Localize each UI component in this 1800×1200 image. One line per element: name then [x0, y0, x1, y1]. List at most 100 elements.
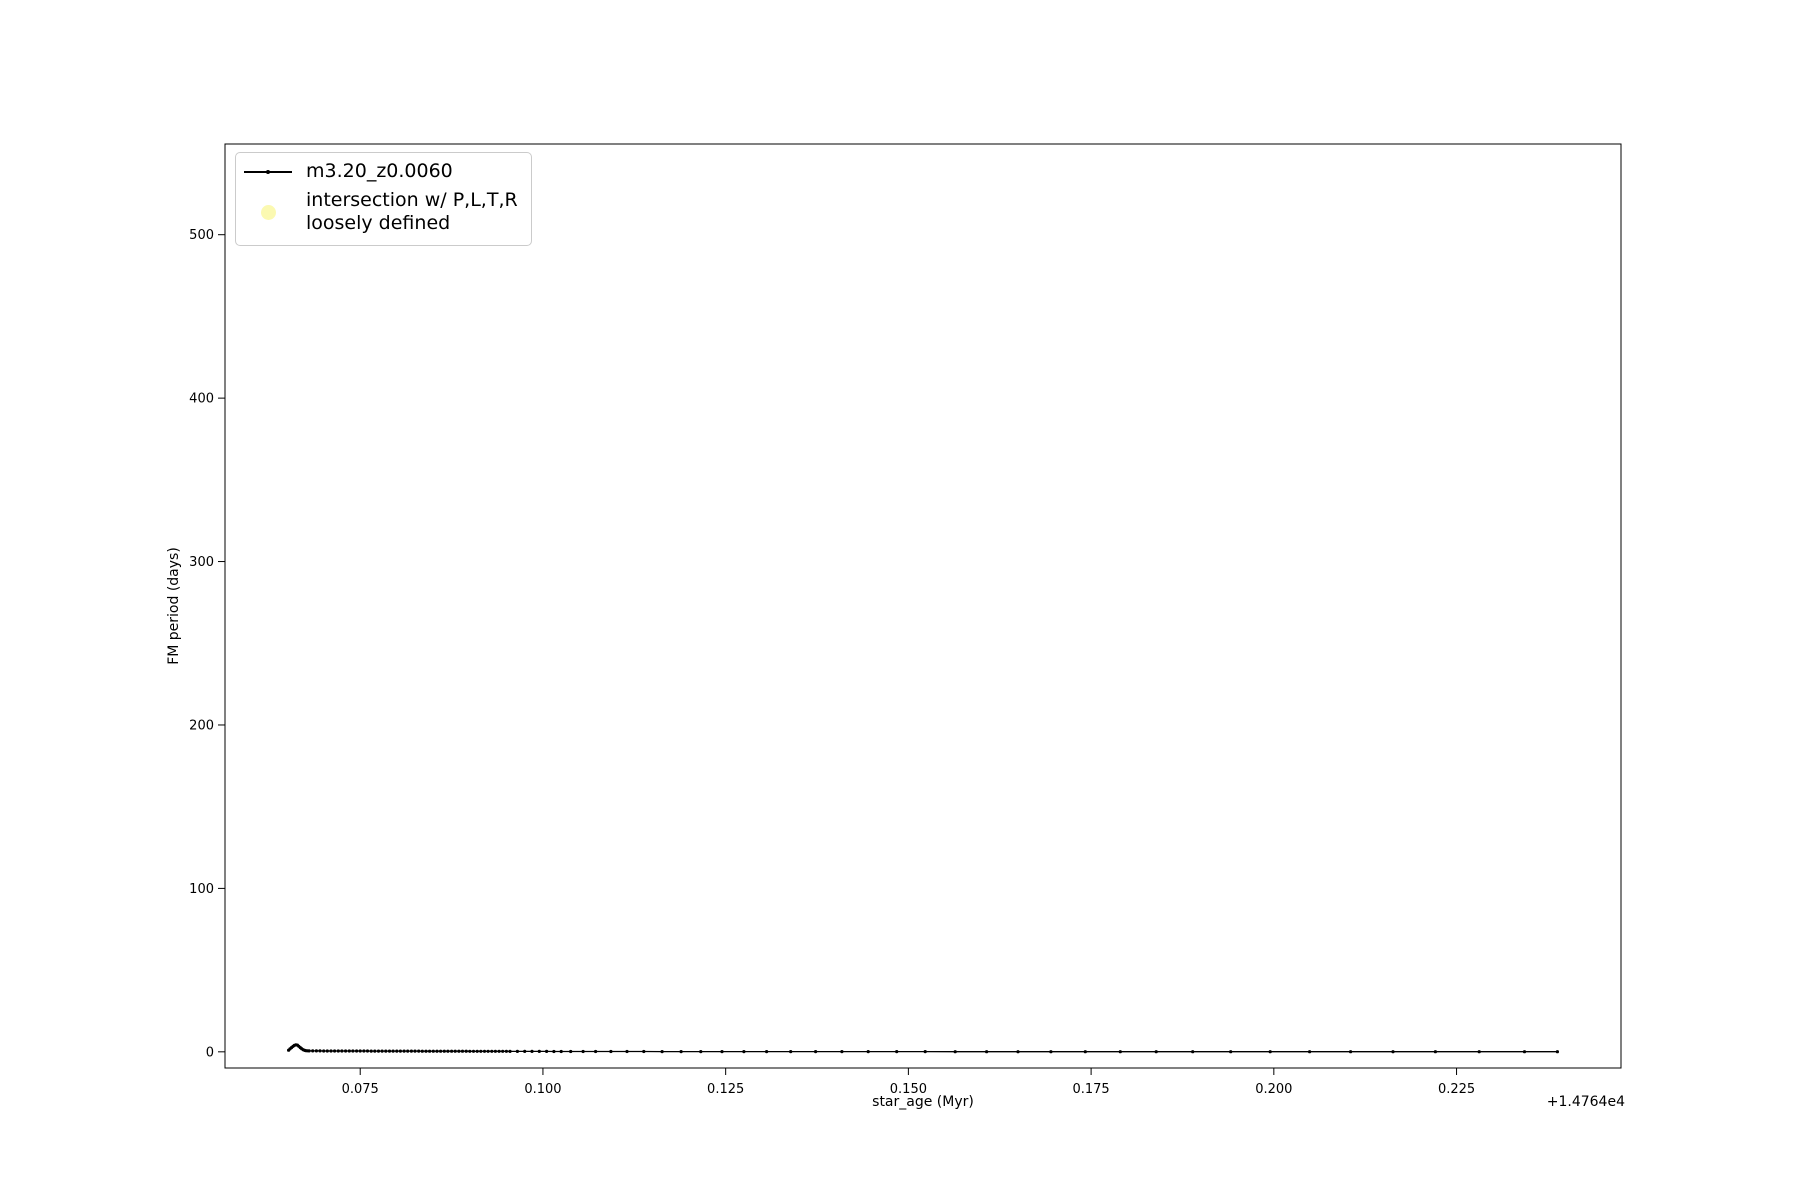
- x-axis-label: star_age (Myr): [872, 1094, 974, 1110]
- data-point: [545, 1049, 549, 1053]
- data-point: [428, 1049, 432, 1053]
- data-point: [530, 1049, 534, 1053]
- data-point: [625, 1049, 629, 1054]
- data-point: [362, 1049, 366, 1053]
- data-point: [581, 1049, 585, 1054]
- data-point: [537, 1049, 541, 1053]
- data-point: [468, 1049, 472, 1053]
- data-point: [1308, 1050, 1312, 1054]
- x-axis-ticks: 0.075 0.100 0.125 0.150 0.175 0.200 0.225: [342, 1068, 1475, 1097]
- data-point: [457, 1049, 461, 1053]
- data-point: [923, 1050, 927, 1054]
- data-point: [486, 1049, 490, 1053]
- data-point: [347, 1049, 351, 1053]
- data-point: [464, 1049, 468, 1053]
- data-point: [391, 1049, 395, 1053]
- x-tick-label: 0.075: [342, 1082, 379, 1097]
- data-point: [569, 1049, 573, 1054]
- legend: m3.20_z0.0060 intersection w/ P,L,T,R lo…: [235, 152, 532, 246]
- data-point: [413, 1049, 417, 1053]
- data-point: [1154, 1050, 1158, 1054]
- data-point: [344, 1049, 348, 1053]
- data-point: [1016, 1050, 1020, 1054]
- data-point: [660, 1050, 664, 1054]
- plot-border: [224, 143, 1622, 1069]
- y-tick-label: 500: [189, 228, 214, 243]
- legend-entry-line: m3.20_z0.0060: [244, 160, 518, 183]
- data-point: [398, 1049, 402, 1053]
- x-tick-label: 0.175: [1072, 1082, 1109, 1097]
- legend-entry-scatter: intersection w/ P,L,T,R loosely defined: [244, 189, 518, 235]
- data-point: [358, 1049, 362, 1053]
- data-point: [1268, 1050, 1272, 1054]
- data-point: [450, 1049, 454, 1053]
- y-tick-label: 200: [189, 718, 214, 733]
- data-point: [789, 1050, 793, 1054]
- data-point: [439, 1049, 443, 1053]
- data-point: [490, 1049, 494, 1053]
- data-point: [594, 1049, 598, 1054]
- data-point: [1477, 1050, 1481, 1054]
- legend-entry-label: m3.20_z0.0060: [306, 160, 453, 182]
- data-point: [501, 1049, 505, 1053]
- data-point: [1349, 1050, 1353, 1054]
- data-point: [504, 1049, 508, 1053]
- data-point: [742, 1050, 746, 1054]
- data-point: [515, 1049, 520, 1053]
- data-point: [699, 1050, 703, 1054]
- data-point: [351, 1049, 355, 1053]
- data-point: [552, 1049, 556, 1054]
- data-point: [471, 1049, 476, 1053]
- y-tick-label: 100: [189, 882, 214, 897]
- data-point: [402, 1049, 406, 1053]
- data-point: [460, 1049, 465, 1053]
- data-point: [1083, 1050, 1087, 1054]
- data-point: [1229, 1050, 1233, 1054]
- data-point: [559, 1049, 563, 1054]
- data-point: [985, 1050, 989, 1054]
- data-point: [475, 1049, 479, 1053]
- data-point: [1391, 1050, 1395, 1054]
- y-tick-label: 400: [189, 392, 214, 407]
- data-point: [325, 1049, 329, 1053]
- data-point: [417, 1049, 421, 1053]
- data-point: [395, 1049, 399, 1053]
- data-point: [409, 1049, 413, 1053]
- x-tick-label: 0.100: [524, 1082, 561, 1097]
- x-tick-label: 0.200: [1255, 1082, 1292, 1097]
- series-line: [288, 1044, 1558, 1053]
- data-point: [446, 1049, 450, 1053]
- data-point: [720, 1050, 724, 1054]
- data-point: [1522, 1050, 1527, 1054]
- data-point: [1049, 1050, 1053, 1054]
- legend-line-marker-icon: [244, 161, 292, 183]
- data-point: [493, 1049, 497, 1053]
- data-point: [322, 1049, 326, 1053]
- data-point: [765, 1050, 769, 1054]
- data-point: [380, 1049, 384, 1053]
- data-point: [609, 1049, 613, 1054]
- data-point: [1191, 1050, 1195, 1054]
- data-point: [307, 1049, 311, 1053]
- data-point: [1433, 1050, 1437, 1054]
- data-point: [373, 1049, 377, 1053]
- data-point: [453, 1049, 457, 1053]
- data-point: [435, 1049, 439, 1053]
- data-point: [376, 1049, 381, 1053]
- data-point: [384, 1049, 388, 1053]
- circle-marker-icon: [260, 204, 276, 220]
- data-point: [329, 1049, 333, 1053]
- data-point: [1118, 1050, 1122, 1054]
- data-point: [431, 1049, 435, 1053]
- legend-entry-label: intersection w/ P,L,T,R loosely defined: [306, 189, 518, 235]
- data-point: [866, 1050, 870, 1054]
- x-tick-label: 0.150: [890, 1082, 927, 1097]
- x-tick-label: 0.225: [1438, 1082, 1475, 1097]
- data-point: [497, 1049, 501, 1053]
- data-point: [333, 1049, 337, 1053]
- y-axis-label: FM period (days): [166, 547, 182, 665]
- data-point: [479, 1049, 483, 1053]
- data-point: [895, 1050, 899, 1054]
- y-tick-label: 300: [189, 555, 214, 570]
